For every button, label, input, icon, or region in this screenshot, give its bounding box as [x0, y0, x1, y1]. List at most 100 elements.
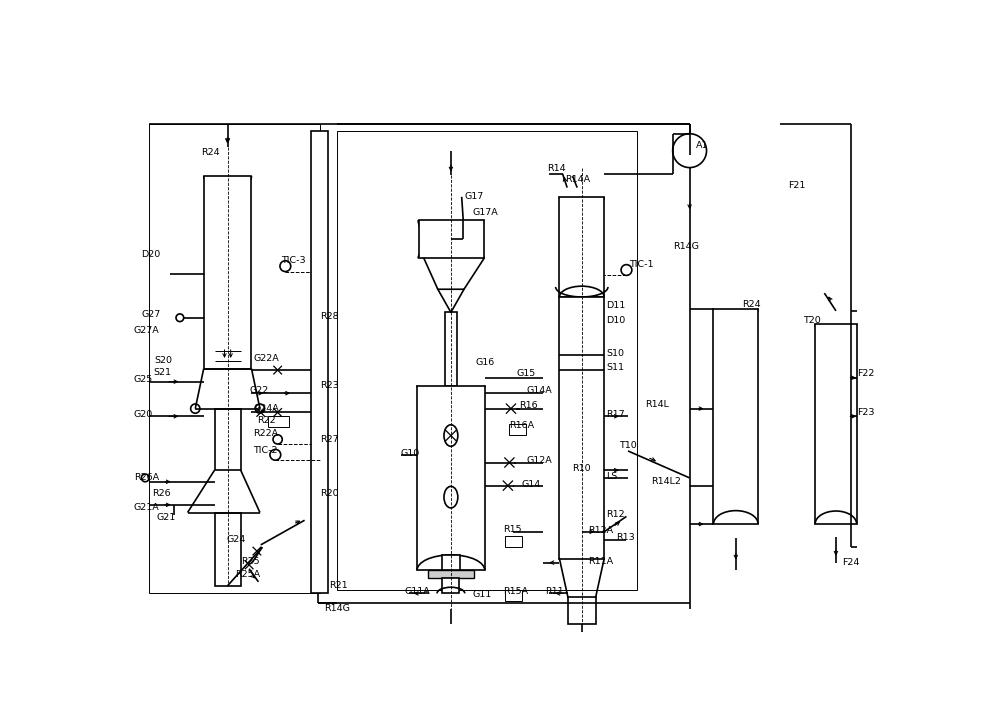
- Text: G12A: G12A: [526, 457, 552, 466]
- Text: G17A: G17A: [472, 208, 498, 217]
- Text: G17: G17: [465, 192, 484, 202]
- Text: T10: T10: [619, 441, 637, 450]
- Bar: [577, 309, 586, 347]
- Text: R13: R13: [616, 533, 635, 542]
- Text: F22: F22: [857, 369, 875, 378]
- Text: R27: R27: [320, 435, 339, 444]
- Text: G22A: G22A: [253, 354, 279, 363]
- Text: G21A: G21A: [134, 503, 159, 512]
- Text: G21: G21: [157, 513, 176, 523]
- Text: A1: A1: [696, 141, 708, 150]
- Text: R25: R25: [241, 557, 260, 566]
- Text: G11: G11: [472, 591, 492, 599]
- Text: R16: R16: [519, 401, 537, 410]
- Text: G15: G15: [516, 369, 536, 378]
- Text: R16A: R16A: [509, 421, 534, 430]
- Bar: [509, 424, 526, 435]
- Text: R25A: R25A: [235, 569, 260, 579]
- Bar: [713, 309, 758, 524]
- Text: S21: S21: [153, 368, 171, 377]
- Text: R11: R11: [545, 587, 563, 596]
- Circle shape: [273, 435, 282, 444]
- Text: R28: R28: [320, 312, 339, 321]
- Circle shape: [280, 261, 291, 271]
- Bar: [311, 131, 328, 594]
- Text: R11A: R11A: [588, 557, 613, 566]
- Circle shape: [255, 404, 265, 413]
- Text: G20: G20: [134, 410, 153, 420]
- Bar: [204, 176, 251, 368]
- Text: G14: G14: [522, 479, 541, 488]
- Text: S10: S10: [606, 349, 624, 358]
- Bar: [559, 297, 604, 559]
- Text: R15A: R15A: [503, 587, 528, 596]
- Text: R21: R21: [329, 581, 348, 590]
- Text: R14L: R14L: [645, 400, 669, 409]
- Text: TIC-3: TIC-3: [282, 256, 306, 266]
- Bar: [445, 312, 457, 386]
- Bar: [417, 386, 485, 570]
- Bar: [815, 324, 857, 524]
- Text: G10: G10: [401, 449, 420, 458]
- Ellipse shape: [444, 486, 458, 508]
- Bar: [442, 555, 460, 570]
- Bar: [419, 220, 484, 258]
- Text: R15: R15: [503, 525, 522, 534]
- Text: R12: R12: [606, 510, 625, 519]
- Text: S20: S20: [154, 356, 172, 366]
- Bar: [559, 197, 604, 297]
- Text: F23: F23: [857, 408, 875, 417]
- Text: S11: S11: [606, 363, 624, 371]
- Text: R14L2: R14L2: [651, 477, 681, 486]
- Text: R14A: R14A: [565, 175, 590, 184]
- Text: R17: R17: [606, 410, 625, 420]
- Text: R26: R26: [152, 488, 171, 498]
- Bar: [567, 309, 576, 347]
- Text: G25: G25: [134, 375, 153, 384]
- Circle shape: [621, 265, 632, 275]
- Circle shape: [270, 449, 281, 460]
- Text: R14G: R14G: [324, 604, 350, 613]
- Circle shape: [176, 314, 184, 322]
- Text: TIC-2: TIC-2: [253, 447, 278, 455]
- Text: G22: G22: [249, 386, 268, 395]
- Bar: [505, 537, 522, 547]
- Text: R20: R20: [320, 488, 339, 498]
- Text: F21: F21: [788, 181, 806, 190]
- Text: R12A: R12A: [588, 526, 613, 535]
- Text: G24A: G24A: [253, 404, 279, 413]
- Text: R14: R14: [547, 164, 566, 173]
- Circle shape: [141, 474, 149, 482]
- Circle shape: [191, 404, 200, 413]
- Text: T20: T20: [804, 315, 821, 324]
- Text: G27: G27: [141, 310, 161, 320]
- Bar: [442, 578, 459, 594]
- Text: LS: LS: [606, 472, 618, 481]
- Text: G27A: G27A: [134, 326, 159, 334]
- Circle shape: [673, 133, 707, 168]
- Text: R14G: R14G: [673, 242, 699, 251]
- Ellipse shape: [444, 425, 458, 447]
- Text: D11: D11: [606, 301, 626, 310]
- Bar: [428, 570, 474, 578]
- Text: F24: F24: [842, 558, 859, 567]
- Text: G24: G24: [226, 535, 245, 544]
- Text: D20: D20: [141, 250, 161, 259]
- Text: G16: G16: [476, 358, 495, 367]
- Text: R26A: R26A: [134, 474, 159, 482]
- Text: R22: R22: [257, 417, 275, 425]
- Text: R23: R23: [320, 381, 339, 390]
- Text: R24: R24: [742, 300, 761, 309]
- Text: G11A: G11A: [405, 587, 430, 596]
- Text: R24: R24: [201, 148, 219, 158]
- Text: R22A: R22A: [253, 429, 278, 438]
- Text: TIC-1: TIC-1: [630, 260, 654, 269]
- Bar: [215, 408, 241, 470]
- Bar: [149, 124, 320, 594]
- Text: G14A: G14A: [526, 386, 552, 395]
- Bar: [337, 131, 637, 589]
- Text: D10: D10: [606, 315, 626, 324]
- Bar: [505, 590, 522, 601]
- Bar: [215, 513, 241, 586]
- Bar: [268, 416, 289, 427]
